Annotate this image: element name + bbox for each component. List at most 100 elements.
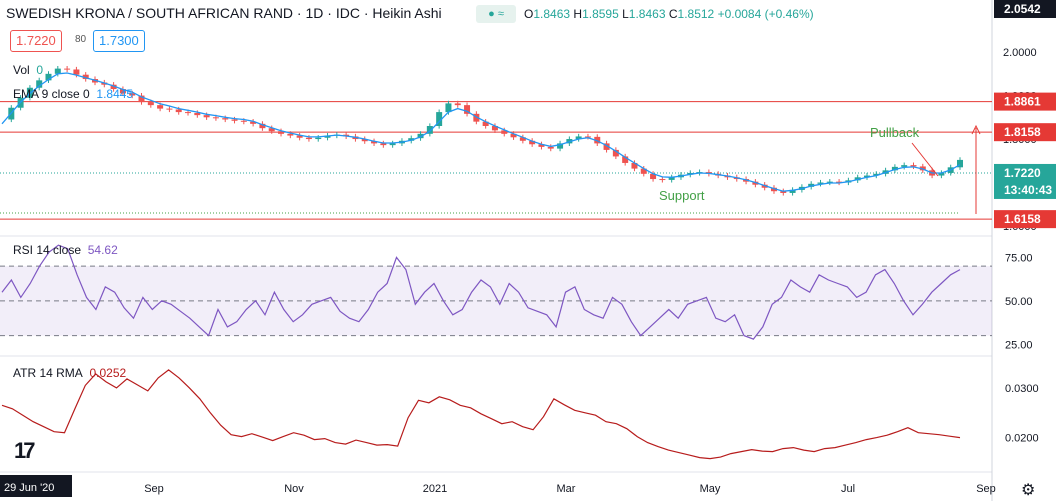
price-label-bg	[994, 163, 1056, 182]
candle-body	[529, 140, 536, 145]
chart-title: SWEDISH KRONA / SOUTH AFRICAN RAND · 1D …	[6, 5, 442, 21]
atr-tick-label: 0.0200	[1005, 433, 1039, 445]
candle-body	[957, 159, 963, 168]
candle-body	[324, 135, 331, 138]
candle-body	[268, 128, 275, 132]
candle-body	[770, 187, 777, 192]
candle-body	[361, 139, 368, 142]
candle-body	[938, 172, 945, 176]
candle-body	[668, 177, 675, 180]
candle-body	[296, 135, 303, 138]
x-tick-label: Jul	[841, 483, 855, 495]
candle-body	[445, 103, 452, 113]
candle-body	[305, 137, 312, 140]
candle-body	[631, 162, 638, 169]
price-label: 1.7220	[1004, 166, 1041, 180]
sell-price-box[interactable]: 1.7220	[10, 30, 62, 52]
price-label: 1.8158	[1004, 125, 1041, 139]
candle-body	[538, 144, 545, 147]
candle-body	[250, 121, 257, 124]
rsi-tick-label: 25.00	[1005, 339, 1033, 351]
candle-body	[854, 177, 861, 181]
rsi-label: RSI 14 close 54.62	[13, 243, 118, 257]
candle-body	[640, 168, 647, 174]
candle-body	[175, 109, 182, 113]
candle-body	[278, 131, 285, 134]
candle-body	[650, 173, 657, 180]
atr-tick-label: 0.0300	[1005, 383, 1039, 395]
spread-value: 80	[75, 34, 87, 45]
atr-label: ATR 14 RMA 0.0252	[13, 366, 127, 380]
buy-price-box[interactable]: 1.7300	[93, 30, 145, 52]
candle-body	[240, 120, 247, 122]
candle-body	[119, 89, 126, 94]
candle-body	[659, 179, 666, 181]
candle-body	[73, 69, 80, 75]
candle-body	[780, 191, 787, 193]
candle-body	[836, 181, 843, 183]
candle-body	[454, 103, 461, 106]
price-label-bg	[994, 0, 1056, 18]
price-label: 1.6158	[1004, 212, 1041, 226]
rsi-tick-label: 50.00	[1005, 296, 1033, 308]
rsi-line	[1, 244, 961, 340]
candle-body	[45, 73, 52, 81]
candle-body	[603, 143, 610, 150]
ema-label: EMA 9 close 0 1.8445	[13, 87, 134, 101]
candle-body	[315, 137, 322, 140]
candle-body	[557, 143, 564, 149]
candle-body	[426, 126, 433, 134]
candle-body	[622, 156, 629, 163]
ema-line	[1, 72, 961, 192]
candle-body	[185, 112, 192, 114]
atr-line	[1, 369, 961, 460]
price-label-bg	[994, 180, 1056, 199]
annotation-pullback: Pullback	[870, 125, 920, 140]
target-arrowhead	[971, 124, 981, 135]
candle-body	[873, 173, 880, 176]
x-tick-label: May	[700, 483, 721, 495]
candle-body	[464, 105, 471, 114]
candle-body	[36, 80, 43, 88]
candle-body	[491, 126, 498, 131]
candle-body	[417, 133, 424, 139]
candle-body	[157, 105, 164, 109]
quick-toggle-icon[interactable]: ● ≈	[476, 5, 516, 23]
price-label: 2.0542	[1004, 2, 1041, 16]
x-tick-label: Mar	[557, 483, 576, 495]
candle-body	[789, 189, 796, 193]
candle-body	[910, 165, 917, 167]
candle-body	[110, 84, 117, 90]
candle-body	[473, 113, 480, 122]
candle-body	[222, 118, 229, 120]
candle-body	[826, 181, 833, 183]
candle-body	[510, 133, 517, 138]
candle-body	[901, 165, 908, 167]
price-label-bg	[994, 210, 1056, 229]
price-label: 1.8861	[1004, 95, 1041, 109]
candle-body	[380, 143, 387, 146]
candle-body	[54, 68, 61, 74]
ohlc-readout: O1.8463 H1.8595 L1.8463 C1.8512 +0.0084 …	[524, 7, 814, 21]
candle-body	[82, 74, 89, 80]
price-label-bg	[994, 123, 1056, 142]
candle-body	[482, 121, 489, 126]
tradingview-logo-icon: 17	[14, 438, 36, 463]
candle-body	[436, 112, 443, 126]
candle-body	[287, 133, 294, 136]
candle-body	[863, 175, 870, 178]
candle-body	[194, 112, 201, 116]
x-tick-label: Sep	[144, 483, 164, 495]
candle-body	[547, 146, 554, 149]
candle-body	[408, 138, 415, 141]
candle-body	[575, 136, 582, 140]
candle-body	[891, 166, 898, 171]
candle-body	[371, 141, 378, 144]
price-label: 13:40:43	[1004, 183, 1052, 197]
candle-body	[389, 143, 396, 146]
x-cursor-label-bg	[0, 475, 72, 497]
candle-body	[231, 119, 238, 121]
candle-body	[203, 115, 210, 118]
gear-icon[interactable]: ⚙	[1021, 482, 1036, 499]
